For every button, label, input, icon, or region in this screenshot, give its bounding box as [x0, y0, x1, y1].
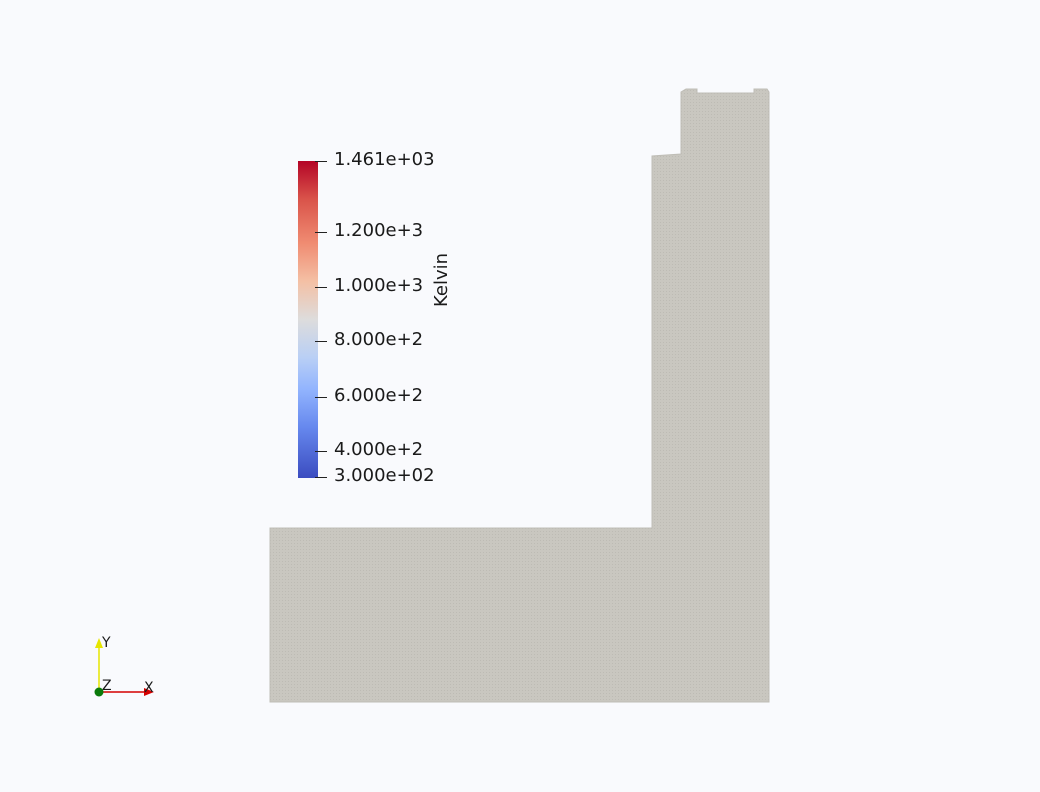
- legend-tick: [315, 232, 327, 233]
- legend-tick: [315, 477, 327, 478]
- legend-tick: [315, 341, 327, 342]
- legend-label: 1.200e+3: [334, 220, 424, 241]
- x-axis-arrow-icon: [144, 688, 154, 696]
- legend-tick: [315, 287, 327, 288]
- legend-label: 4.000e+2: [334, 439, 424, 460]
- legend-tick: [315, 161, 327, 162]
- orientation-axes: Y Z X: [80, 628, 170, 708]
- legend-title: Kelvin: [431, 252, 452, 307]
- legend-label: 1.000e+3: [334, 275, 424, 296]
- legend-label-max: 1.461e+03: [334, 149, 435, 170]
- z-axis-label: Z: [102, 678, 112, 694]
- legend-label: 8.000e+2: [334, 329, 424, 350]
- legend-label-min: 3.000e+02: [334, 465, 435, 486]
- legend-label: 6.000e+2: [334, 385, 424, 406]
- y-axis-arrow-icon: [95, 638, 103, 648]
- axes-triad-icon: [94, 638, 154, 697]
- y-axis-label: Y: [102, 635, 111, 651]
- z-axis-dot-icon: [94, 687, 104, 697]
- x-axis-label: X: [144, 680, 154, 696]
- color-legend-bar: [298, 161, 318, 478]
- geometry-body: [269, 88, 770, 703]
- legend-tick: [315, 397, 327, 398]
- legend-tick: [315, 451, 327, 452]
